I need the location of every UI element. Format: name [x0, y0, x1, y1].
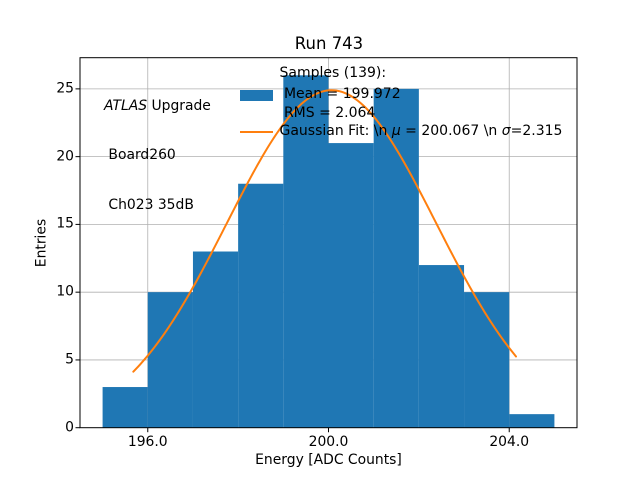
y-tick-label: 25	[56, 80, 74, 97]
legend-gaussian-fit-line: Gaussian Fit: \n μ = 200.067 \n σ=2.315	[279, 122, 563, 139]
histogram-bar	[464, 292, 510, 428]
legend-samples-title: Samples (139):	[279, 65, 387, 81]
y-axis-label: Entries	[33, 218, 50, 267]
histogram-bar	[328, 143, 374, 428]
x-tick-label: 196.0	[127, 433, 168, 450]
histogram-bar	[192, 251, 239, 428]
annotation-atlas-upgrade: ATLAS Upgrade Board260 Ch023 35dB	[104, 65, 211, 248]
histogram-bar	[238, 183, 284, 428]
histogram-bar	[147, 292, 193, 428]
x-tick-label: 200.0	[308, 433, 349, 450]
legend-samples-swatch	[240, 89, 273, 101]
gaussian-fit-curve	[132, 89, 517, 373]
histogram-bar	[418, 265, 465, 428]
y-tick-label: 10	[56, 283, 74, 300]
legend-sigma-symbol: σ	[501, 122, 511, 139]
histogram-bar	[102, 387, 148, 428]
y-tick-label: 5	[65, 351, 74, 368]
annotation-line-3: Ch023 35dB	[104, 197, 194, 214]
annotation-upgrade-text: Upgrade	[147, 97, 211, 114]
annotation-line-1: ATLAS Upgrade	[104, 98, 211, 115]
x-tick-label: 204.0	[489, 433, 530, 450]
legend-gauss-mid: = 200.067 \n	[400, 122, 502, 139]
histogram-bar	[373, 88, 419, 428]
legend-fit-line-swatch	[240, 130, 273, 134]
histogram-bar	[509, 414, 555, 428]
annotation-atlas-italic: ATLAS	[104, 97, 148, 114]
histogram-bar	[283, 75, 329, 428]
y-tick-label: 0	[65, 419, 74, 436]
y-tick-label: 15	[56, 216, 74, 233]
y-tick-label: 20	[56, 148, 74, 165]
legend-gauss-suffix: =2.315	[510, 122, 563, 139]
annotation-line-2: Board260	[104, 147, 176, 164]
legend-mean-line: Mean = 199.972	[279, 85, 401, 102]
x-axis-label: Energy [ADC Counts]	[255, 451, 402, 468]
legend-mu-symbol: μ	[391, 122, 401, 139]
legend-rms-line: RMS = 2.064	[279, 104, 376, 121]
legend-gauss-prefix: Gaussian Fit: \n	[279, 122, 392, 139]
chart-title: Run 743	[294, 33, 364, 53]
